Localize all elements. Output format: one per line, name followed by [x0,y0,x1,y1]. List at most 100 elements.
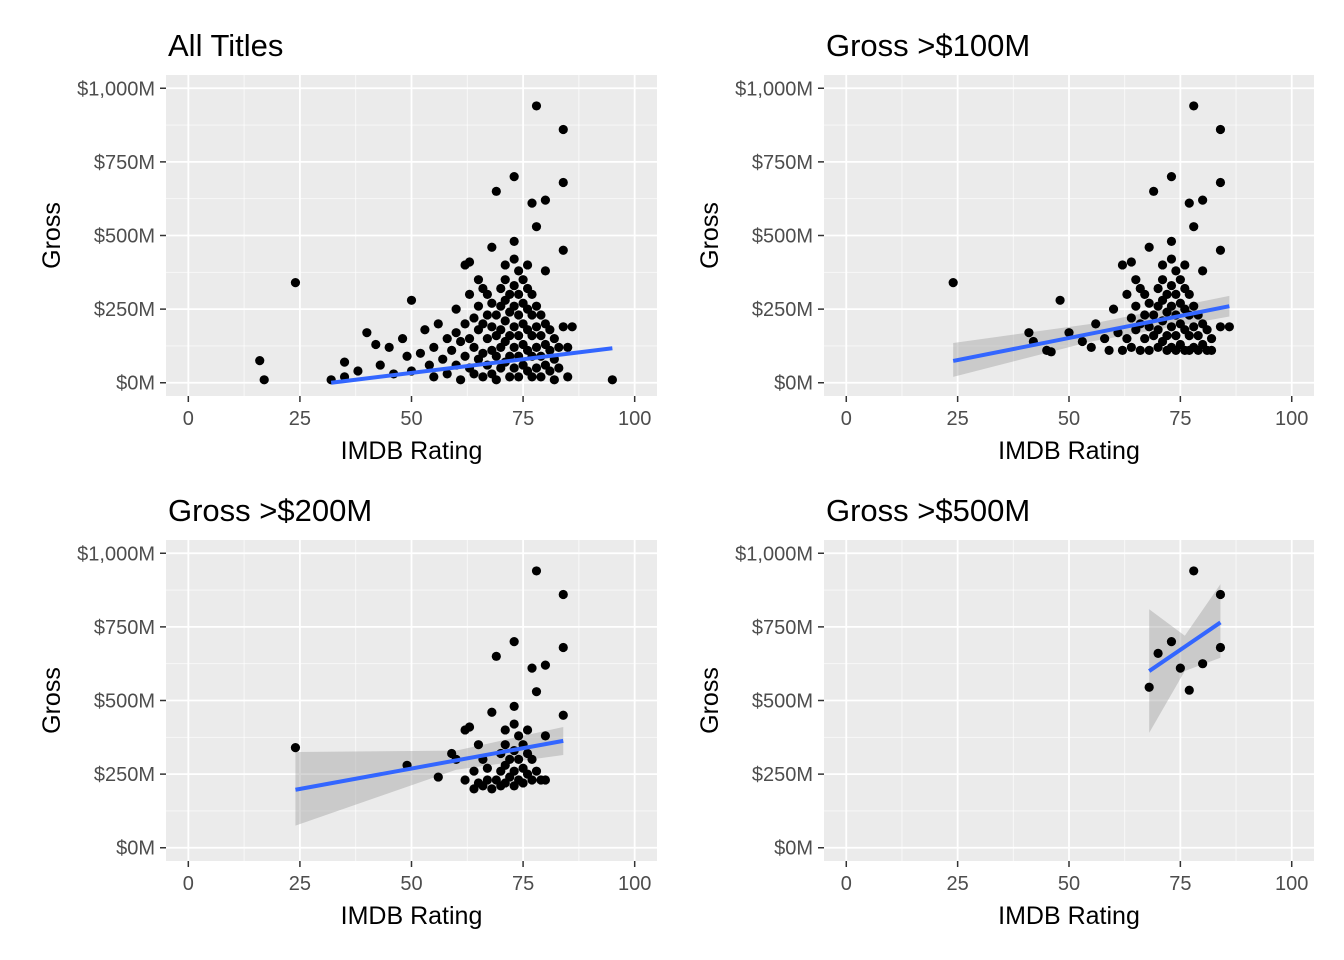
panel-2-x-tick-label: 75 [1169,408,1191,430]
panel-1-x-tick-label: 75 [512,408,534,430]
panel-3-data-point [469,766,479,776]
panel-2-data-point [1215,124,1226,135]
panel-1-data-point [540,266,551,276]
panel-1-data-point [509,280,519,291]
panel-1-data-point [536,310,546,320]
panel-2-data-point [1171,331,1181,341]
panel-1-data-point [478,372,488,382]
panel-4-y-tick-label: $500M [752,691,813,713]
panel-1-data-point [397,333,408,344]
panel-1-data-point [482,333,492,344]
panel-1-data-point [514,266,524,276]
panel-1-data-point [473,275,484,285]
panel-1-data-point [491,310,501,320]
panel-1-data-point [558,245,568,255]
panel-3-data-point [531,687,542,697]
panel-1-data-point [545,366,555,376]
panel-1-x-tick-label: 50 [400,408,422,430]
panel-2-data-point [1215,322,1226,332]
panel-2-data-point [1162,289,1172,299]
panel-1-data-point [509,322,519,332]
panel-1-data-point [531,301,542,311]
panel-3-y-tick-label: $0M [116,838,155,860]
panel-1-data-point [527,372,537,382]
panel-2-data-point [948,278,958,288]
panel-1-data-point [540,195,551,205]
panel-2-data-point [1206,333,1217,344]
panel-1-data-point [429,342,439,353]
panel-2-data-point [1206,345,1217,355]
panel-1-data-point [514,289,524,299]
panel-3-x-tick-label: 0 [183,873,194,895]
panel-3-y-axis-label: Gross [38,667,66,734]
panel-2-trend-line [952,304,1230,363]
panel-1-data-point [375,360,385,370]
panel-1-data-point [536,372,546,382]
panel-4-title: Gross >$500M [826,493,1030,528]
panel-1-data-point [505,372,515,382]
panel-3-x-tick-label: 75 [512,873,534,895]
panel-3-data-point [464,722,475,732]
panel-1-data-point [496,325,506,335]
panel-2-data-point [1140,289,1150,299]
panel-1-data-point [415,348,426,358]
panel-2-data-point [1189,301,1199,311]
panel-4-data-point [1153,648,1163,658]
panel-1-y-tick-label: $250M [94,299,155,321]
panel-2-data-point [1091,319,1101,329]
panel-2-data-point [1153,283,1163,294]
panel-2-data-point [1166,280,1177,291]
panel-3-data-point [509,701,519,711]
panel-2-data-point [1144,345,1154,355]
panel-4-data-point [1189,566,1199,576]
panel-1-data-point [607,375,617,385]
panel-2-confidence-band [953,295,1230,377]
panel-2-data-point [1024,328,1034,338]
panel-1-data-point [509,342,519,353]
panel-1-data-point [469,313,479,323]
panel-1-data-point [433,319,443,329]
panel-3-data-point [473,740,484,750]
panel-3-data-point [505,754,515,764]
panel-1-title: All Titles [168,28,283,63]
panel-3-data-point [540,775,551,785]
panel-1-data-point [487,298,497,308]
panel-3-data-point [509,719,519,729]
panel-3-data-point [500,740,510,750]
panel-1-data-point [531,222,542,232]
panel-1-data-point [447,345,457,355]
panel-1-data-point [496,283,506,294]
panel-1-data-point [500,275,510,285]
panel-1-data-point [456,336,466,347]
panel-2-data-point [1224,322,1234,332]
panel-3-data-point [487,784,497,794]
panel-2-data-point [1166,172,1177,182]
panel-1-data-point [500,316,510,326]
panel-2-y-tick-label: $500M [752,226,813,248]
panel-2-data-point [1117,345,1128,355]
panel-2-data-point [1140,333,1150,344]
panel-2-x-axis-label: IMDB Rating [998,437,1140,465]
panel-1-data-point [558,177,568,188]
panel-1-data-point [509,363,519,373]
panel-1-data-point [371,339,381,350]
panel-1-data-point [464,257,475,267]
panel-4-y-axis-label: Gross [696,667,724,734]
panel-1-data-point [509,172,519,182]
panel-1-data-point [362,328,372,338]
panel-1-data-point [545,325,555,335]
panel-1-data-point [469,342,479,353]
panel-1-data-point [487,322,497,332]
panel-2-data-point [1055,295,1065,305]
panel-4-data-point [1144,682,1154,692]
panel-3-data-point [514,731,524,741]
panel-3-data-point [540,660,551,670]
panel-1-data-point [353,366,363,376]
panel-1-data-point [339,357,350,367]
panel-2-data-point [1046,347,1056,357]
panel-1-data-point [554,342,564,353]
panel-1-data-point [460,319,470,329]
panel-1-data-point [509,301,519,311]
panel-1-data-point [514,331,524,341]
panel-2-data-point [1189,322,1199,332]
